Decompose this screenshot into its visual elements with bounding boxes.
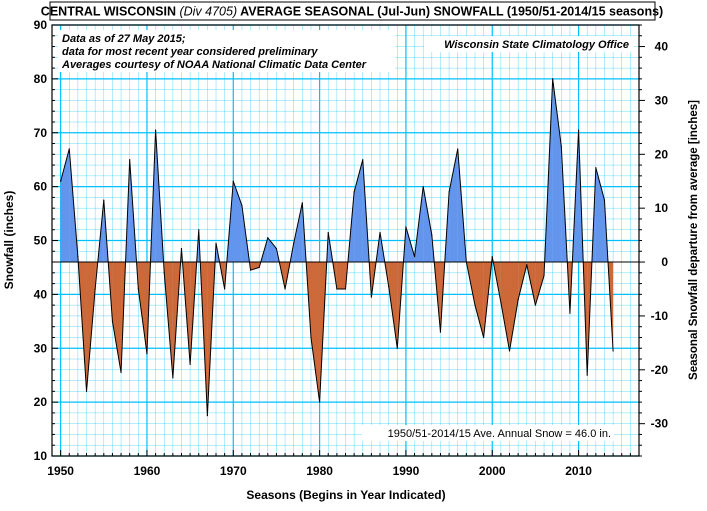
y-tick-label: 10 — [34, 449, 48, 463]
note-line-2: data for most recent year considered pre… — [62, 46, 318, 58]
y2-tick-label: -10 — [651, 309, 669, 323]
x-axis-title: Seasons (Begins in Year Indicated) — [246, 488, 445, 502]
y-tick-label: 40 — [34, 287, 48, 301]
note-line-1: Data as of 27 May 2015; — [62, 33, 186, 45]
x-tick-label: 1990 — [393, 464, 420, 478]
y-tick-label: 60 — [34, 180, 48, 194]
y2-tick-label: -20 — [651, 363, 669, 377]
y2-tick-label: 10 — [655, 201, 669, 215]
note-line-3: Averages courtesy of NOAA National Clima… — [61, 59, 367, 71]
right-axis: -30 -20 -10 0 10 20 30 40 — [639, 25, 668, 456]
x-tick-label: 1950 — [47, 464, 74, 478]
y-tick-label: 90 — [34, 18, 48, 32]
x-tick-label: 2010 — [565, 464, 592, 478]
y2-tick-label: -30 — [651, 417, 669, 431]
y-tick-label: 50 — [34, 234, 48, 248]
y2-tick-label: 30 — [655, 93, 669, 107]
x-tick-label: 2000 — [479, 464, 506, 478]
y-tick-label: 30 — [34, 341, 48, 355]
average-label: 1950/51-2014/15 Ave. Annual Snow = 46.0 … — [388, 428, 611, 440]
y-axis-title: Snowfall (inches) — [2, 191, 16, 290]
x-tick-label: 1980 — [306, 464, 333, 478]
y-tick-label: 20 — [34, 395, 48, 409]
below-average-area — [337, 262, 346, 289]
y-tick-label: 80 — [34, 72, 48, 86]
x-tick-label: 1970 — [220, 464, 247, 478]
y2-tick-label: 0 — [661, 255, 668, 269]
y-tick-label: 70 — [34, 126, 48, 140]
y2-tick-label: 40 — [655, 40, 669, 54]
source-label: Wisconsin State Climatology Office — [444, 39, 629, 51]
x-tick-label: 1960 — [134, 464, 161, 478]
y2-tick-label: 20 — [655, 147, 669, 161]
chart-title: CENTRAL WISCONSIN (Div 4705) AVERAGE SEA… — [41, 5, 663, 19]
y2-axis-title: Seasonal Snowfall departure from average… — [688, 100, 700, 380]
